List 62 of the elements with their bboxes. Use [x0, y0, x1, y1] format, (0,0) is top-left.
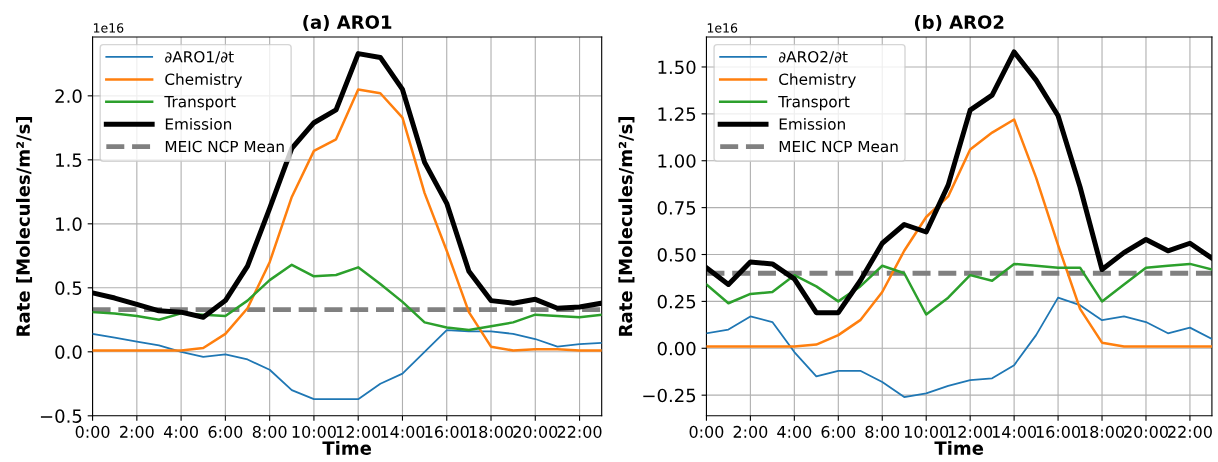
x-tick-label: 0:00 — [75, 425, 110, 438]
line-series — [706, 296, 1212, 398]
x-tick-label: 22:00 — [1168, 425, 1212, 438]
line-series — [706, 262, 1212, 316]
x-tick-label: 20:00 — [1124, 425, 1168, 438]
x-axis-title: Time — [322, 440, 372, 455]
legend-label: Transport — [164, 96, 236, 111]
y-tick-label: 1.0 — [56, 217, 82, 231]
text: 1e16 — [707, 23, 738, 33]
x-tick-label: 6:00 — [821, 425, 856, 438]
y-tick-label: 0.00 — [657, 341, 696, 356]
y-tick-label: −0.25 — [643, 388, 696, 403]
x-tick-label: 0:00 — [689, 425, 724, 438]
x-tick-label: 14:00 — [381, 425, 425, 438]
y-tick-label: 0.0 — [55, 345, 82, 359]
x-tick-label: 12:00 — [336, 425, 381, 438]
y-axis-title: Rate [Molecules/m²/s] — [15, 116, 33, 336]
line-series — [92, 263, 602, 332]
x-tick-label: 8:00 — [865, 425, 900, 438]
legend-label: MEIC NCP Mean — [165, 140, 284, 153]
legend-label: Chemistry — [165, 73, 243, 88]
x-tick-label: 20:00 — [513, 425, 558, 438]
x-axis-title: Time — [934, 440, 984, 455]
x-tick-label: 16:00 — [1036, 425, 1081, 438]
chart-title: (a) ARO1 — [303, 14, 392, 32]
line-series — [92, 88, 602, 352]
y-tick-label: 1.00 — [658, 154, 696, 168]
y-tick-label: 1.25 — [658, 107, 696, 121]
x-tick-label: 4:00 — [163, 425, 198, 438]
legend-label: ∂ARO1/∂t — [165, 50, 234, 64]
y-tick-label: −0.5 — [40, 409, 82, 423]
x-tick-label: 18:00 — [469, 425, 513, 438]
x-tick-label: 6:00 — [208, 425, 243, 438]
legend-label: Transport — [778, 96, 850, 111]
text: 1e16 — [93, 23, 124, 33]
legend-label: ∂ARO2/∂t — [778, 50, 848, 64]
x-tick-label: 10:00 — [292, 425, 336, 438]
x-tick-label: 10:00 — [904, 425, 949, 438]
x-tick-label: 2:00 — [120, 425, 154, 438]
x-tick-label: 12:00 — [948, 425, 993, 438]
y-tick-label: 2.0 — [55, 89, 82, 103]
x-tick-label: 14:00 — [992, 425, 1037, 438]
line-series — [92, 329, 602, 401]
y-tick-label: 0.75 — [657, 201, 696, 215]
x-tick-label: 18:00 — [1080, 425, 1124, 438]
legend-label: Emission — [779, 117, 845, 130]
legend-label: MEIC NCP Mean — [779, 140, 898, 153]
y-tick-label: 0.5 — [55, 281, 82, 295]
legend-label: Chemistry — [779, 73, 856, 88]
y-axis-title: Rate [Molecules/m²/s] — [618, 116, 635, 336]
chart-title: (b) ARO2 — [914, 14, 1004, 32]
line-series — [706, 118, 1212, 348]
x-tick-label: 2:00 — [733, 425, 768, 438]
legend-label: Emission — [165, 117, 232, 130]
y-tick-label: 0.50 — [657, 247, 696, 262]
y-tick-label: 1.50 — [658, 60, 696, 75]
x-tick-label: 8:00 — [252, 425, 287, 438]
x-tick-label: 16:00 — [425, 425, 469, 438]
y-tick-label: 1.5 — [56, 153, 82, 167]
y-tick-label: 0.25 — [657, 294, 696, 309]
x-tick-label: 4:00 — [777, 425, 812, 438]
x-tick-label: 22:00 — [557, 425, 602, 438]
